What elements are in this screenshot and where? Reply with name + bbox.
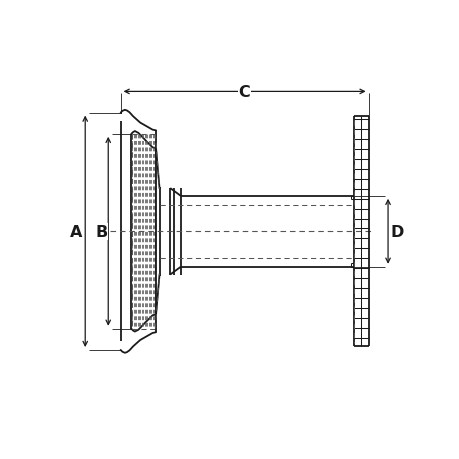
Text: B: B — [95, 224, 107, 239]
Text: D: D — [389, 224, 403, 239]
Text: C: C — [238, 85, 250, 100]
Text: A: A — [70, 224, 82, 239]
